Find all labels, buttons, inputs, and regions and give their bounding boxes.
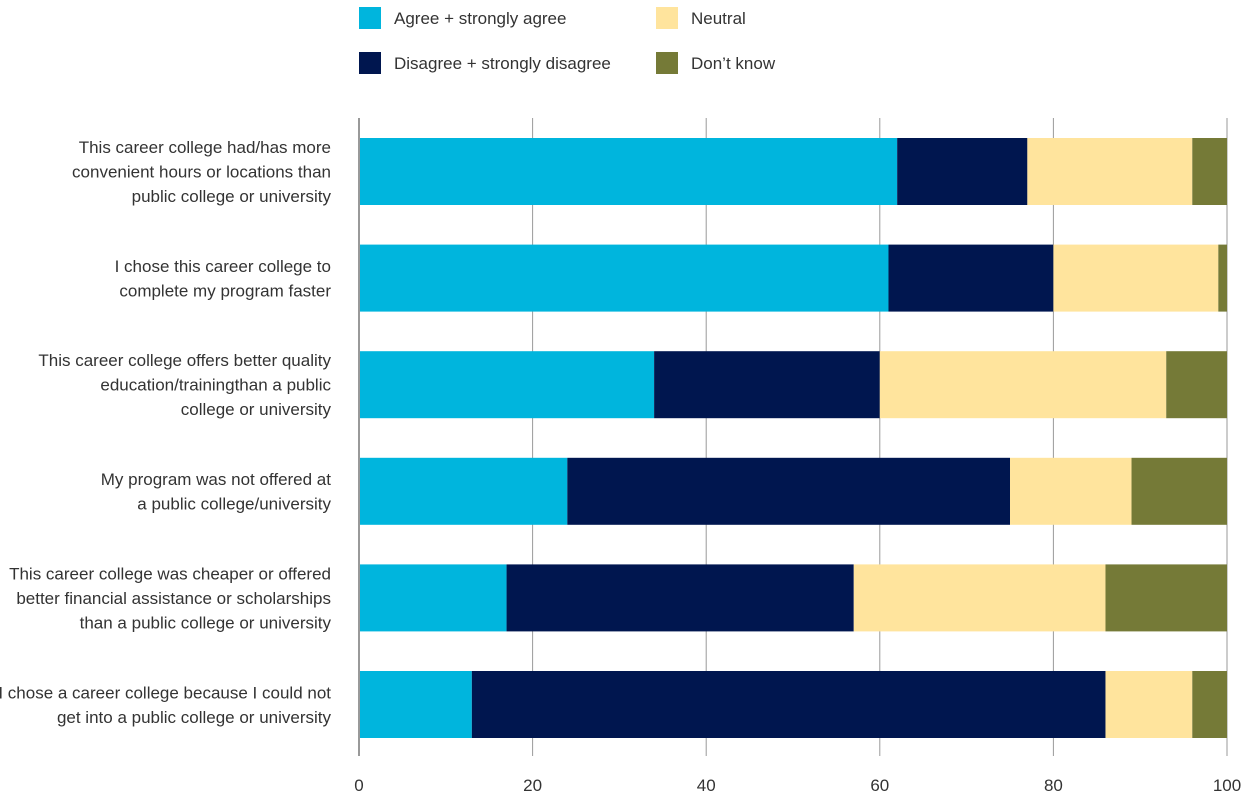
bar-segment <box>1010 457 1132 525</box>
bar-segment <box>359 244 889 312</box>
legend-label: Agree + strongly agree <box>394 9 566 28</box>
bar-segment <box>853 564 1106 632</box>
bar-segment <box>1218 244 1227 312</box>
bar-row <box>359 564 1227 632</box>
x-axis-tick-labels: 0 20 40 60 80 100 <box>354 776 1241 795</box>
legend-swatch <box>656 52 678 74</box>
bar-segment <box>567 457 1010 525</box>
x-tick-label: 60 <box>870 776 889 795</box>
bar-segment <box>1105 564 1227 632</box>
bars <box>359 138 1227 738</box>
category-label: I chose this career college to complete m… <box>115 257 332 301</box>
legend-label: Don’t know <box>691 54 776 73</box>
bar-segment <box>1131 457 1227 525</box>
x-tick-label: 100 <box>1213 776 1241 795</box>
category-label: My program was not offered at a public co… <box>101 470 332 514</box>
x-tick-label: 0 <box>354 776 363 795</box>
bar-row <box>359 138 1227 205</box>
bar-segment <box>654 351 880 419</box>
bar-segment <box>1192 671 1227 738</box>
bar-segment <box>1053 244 1219 312</box>
bar-segment <box>1166 351 1227 419</box>
bar-segment <box>1027 138 1193 205</box>
bar-segment <box>506 564 854 632</box>
bar-segment <box>888 244 1054 312</box>
category-labels: This career college had/has more convenie… <box>0 138 331 727</box>
bar-row <box>359 351 1227 419</box>
legend-item: Neutral <box>656 7 746 29</box>
bar-segment <box>359 138 898 205</box>
legend-label: Disagree + strongly disagree <box>394 54 611 73</box>
legend-swatch <box>359 52 381 74</box>
legend-item: Don’t know <box>656 52 776 74</box>
bar-segment <box>471 671 1106 738</box>
bar-segment <box>897 138 1028 205</box>
bar-segment <box>1192 138 1227 205</box>
bar-row <box>359 244 1227 312</box>
category-label: This career college offers better qualit… <box>38 351 331 419</box>
legend-swatch <box>359 7 381 29</box>
x-tick-label: 80 <box>1044 776 1063 795</box>
legend-item: Agree + strongly agree <box>359 7 566 29</box>
bar-segment <box>359 671 472 738</box>
category-label: This career college was cheaper or offer… <box>9 564 331 632</box>
legend: Agree + strongly agree Disagree + strongl… <box>359 7 776 74</box>
legend-item: Disagree + strongly disagree <box>359 52 611 74</box>
bar-row <box>359 457 1227 525</box>
bar-segment <box>879 351 1167 419</box>
x-tick-label: 20 <box>523 776 542 795</box>
legend-swatch <box>656 7 678 29</box>
gridlines <box>532 118 1228 756</box>
bar-segment <box>359 351 655 419</box>
category-label: I chose a career college because I could… <box>0 683 331 727</box>
bar-segment <box>359 457 568 525</box>
bar-segment <box>1105 671 1193 738</box>
legend-label: Neutral <box>691 9 746 28</box>
category-label: This career college had/has more convenie… <box>72 138 331 206</box>
bar-row <box>359 671 1227 738</box>
bar-segment <box>359 564 507 632</box>
x-tick-label: 40 <box>697 776 716 795</box>
